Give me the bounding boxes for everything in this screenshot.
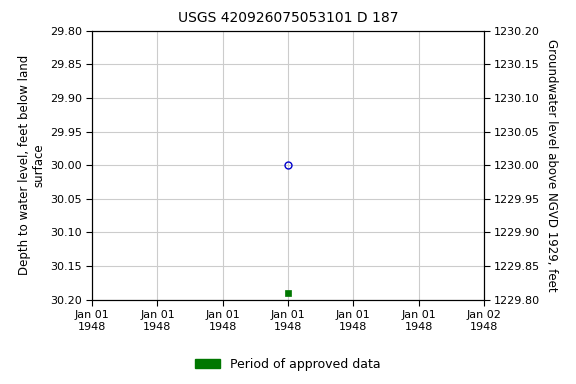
Legend: Period of approved data: Period of approved data — [190, 353, 386, 376]
Y-axis label: Groundwater level above NGVD 1929, feet: Groundwater level above NGVD 1929, feet — [544, 39, 558, 291]
Y-axis label: Depth to water level, feet below land
surface: Depth to water level, feet below land su… — [18, 55, 46, 275]
Title: USGS 420926075053101 D 187: USGS 420926075053101 D 187 — [178, 12, 398, 25]
